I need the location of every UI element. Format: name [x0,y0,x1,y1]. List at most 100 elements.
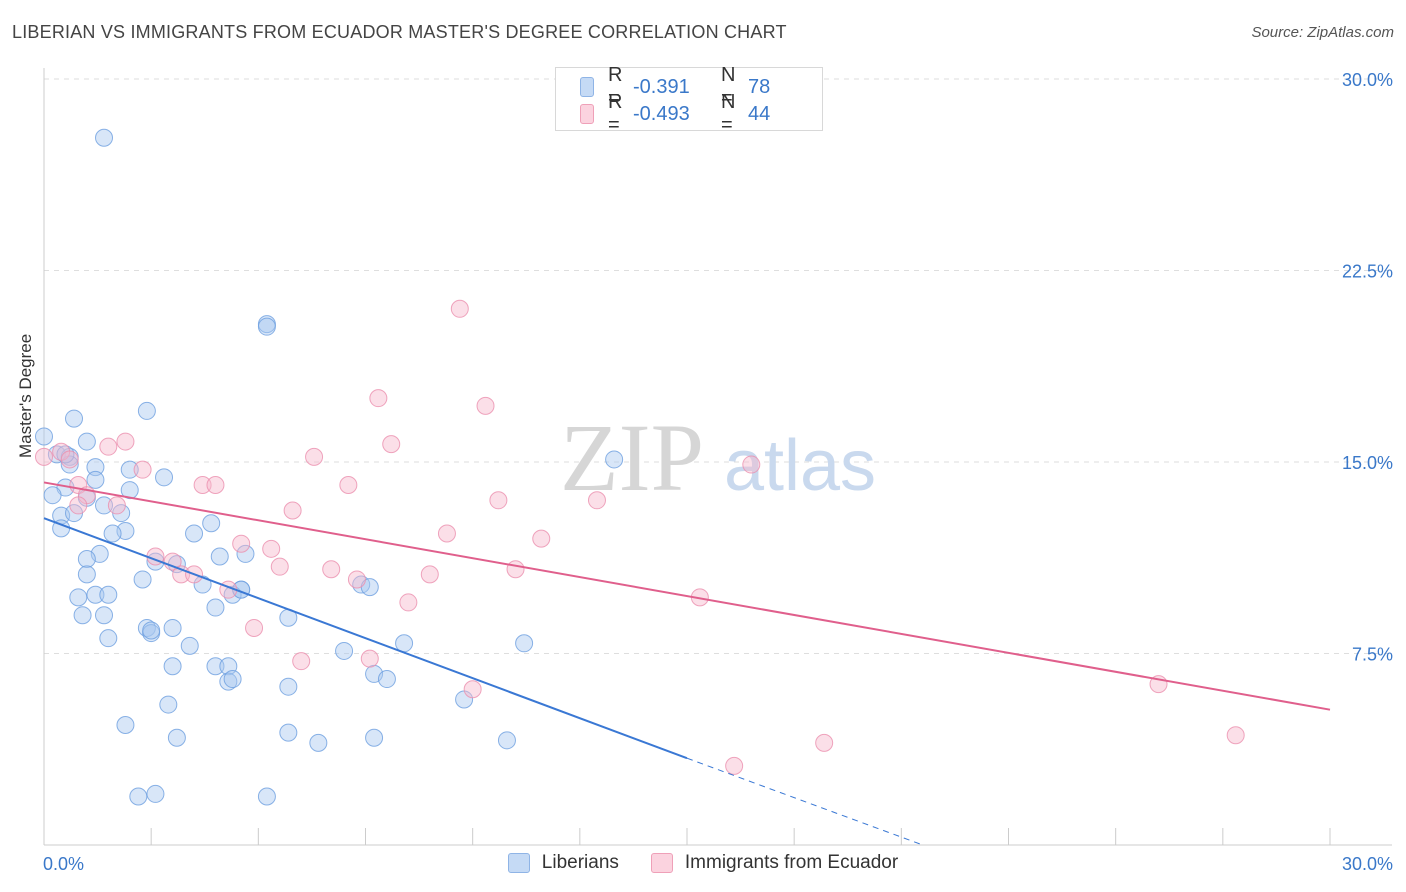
legend-row-ecuador: R = -0.493 N = 44 [580,91,822,136]
legend-item-ecuador: Immigrants from Ecuador [650,852,899,874]
point-liberians [86,470,105,489]
y-tick-label: 22.5% [1342,262,1393,282]
tick-labels: 7.5% 15.0% 22.5% 30.0% 0.0% 30.0% [43,70,1393,874]
legend-swatch-blue [507,853,530,873]
watermark-atlas: atlas [724,426,876,506]
point-ecuador [322,560,341,579]
point-liberians [73,606,92,625]
point-ecuador [489,491,508,510]
point-liberians [137,401,156,420]
grid-lines [44,78,1392,654]
point-liberians [99,585,118,604]
point-ecuador [725,756,744,775]
point-ecuador [369,389,388,408]
point-liberians [35,427,53,446]
legend-label-ecuador: Immigrants from Ecuador [684,852,899,873]
point-ecuador [399,593,418,612]
legend-swatch-blue [580,77,594,97]
point-liberians [395,634,414,653]
point-ecuador [69,496,88,515]
point-ecuador [193,475,212,494]
trend-line-liberians [43,517,688,760]
legend-r-label: R = [608,64,623,109]
legend-item-liberians: Liberians [507,852,619,874]
correlation-legend: R = -0.391 N = 78 R = -0.493 N = 44 [555,64,823,136]
chart-title: LIBERIAN VS IMMIGRANTS FROM ECUADOR MAST… [12,22,787,42]
point-ecuador [60,450,79,469]
point-ecuador [532,529,551,548]
axes [43,68,1392,846]
point-liberians [210,547,229,566]
point-liberians [167,728,186,747]
point-liberians [257,317,276,336]
point-liberians [129,787,148,806]
point-liberians [377,670,396,689]
point-liberians [77,432,96,451]
point-liberians [155,468,174,487]
point-liberians [185,524,204,543]
point-ecuador [35,447,53,466]
point-ecuador [587,491,606,510]
point-liberians [206,657,225,676]
watermark-zip: ZIP [560,404,704,511]
point-ecuador [116,432,135,451]
point-ecuador [206,475,225,494]
point-liberians [365,728,384,747]
point-liberians [309,733,328,752]
point-ecuador [360,649,379,668]
point-liberians [146,784,165,803]
series-legend: Liberians Immigrants from Ecuador [0,852,1406,874]
legend-label-liberians: Liberians [541,852,619,873]
point-ecuador [339,475,358,494]
trend-line-liberians-extension [686,757,923,846]
point-ecuador [347,570,366,589]
legend-row-liberians: R = -0.391 N = 78 [580,64,822,109]
source-label: Source: ZipAtlas.com [1251,24,1394,41]
trend-lines [43,481,1331,846]
x-tick-label: 30.0% [1342,854,1393,874]
point-liberians [223,670,242,689]
point-liberians [236,544,255,563]
x-tick-label: 0.0% [43,854,84,874]
point-liberians [605,450,624,469]
point-liberians [142,621,161,640]
y-tick-label: 30.0% [1342,70,1393,90]
point-ecuador [107,496,126,515]
point-liberians [163,618,182,637]
point-liberians [133,570,152,589]
point-liberians [95,128,114,147]
point-liberians [86,585,105,604]
point-liberians [257,787,276,806]
point-liberians [163,657,182,676]
legend-r-value: -0.391 [633,75,690,98]
point-liberians [95,606,114,625]
series-ecuador [35,299,1245,775]
legend-n-label: N = [721,64,736,109]
point-ecuador [420,565,439,584]
point-liberians [202,514,221,533]
point-liberians [497,731,516,750]
point-liberians [60,455,79,474]
point-liberians [515,634,534,653]
point-ecuador [163,552,182,571]
point-ecuador [437,524,456,543]
point-liberians [69,588,88,607]
legend-swatch-pink [650,853,673,873]
point-ecuador [1226,726,1245,745]
point-ecuador [283,501,302,520]
point-ecuador [292,652,311,671]
legend-r-value: -0.493 [633,102,690,125]
legend-n-value: 78 [748,75,771,98]
point-liberians [180,636,199,655]
point-ecuador [305,447,324,466]
point-liberians [279,723,298,742]
point-liberians [103,524,122,543]
point-ecuador [463,680,482,699]
legend-swatch-pink [580,104,594,124]
point-liberians [65,409,84,428]
point-liberians [335,641,354,660]
point-liberians [159,695,178,714]
point-ecuador [133,460,152,479]
point-ecuador [232,534,251,553]
